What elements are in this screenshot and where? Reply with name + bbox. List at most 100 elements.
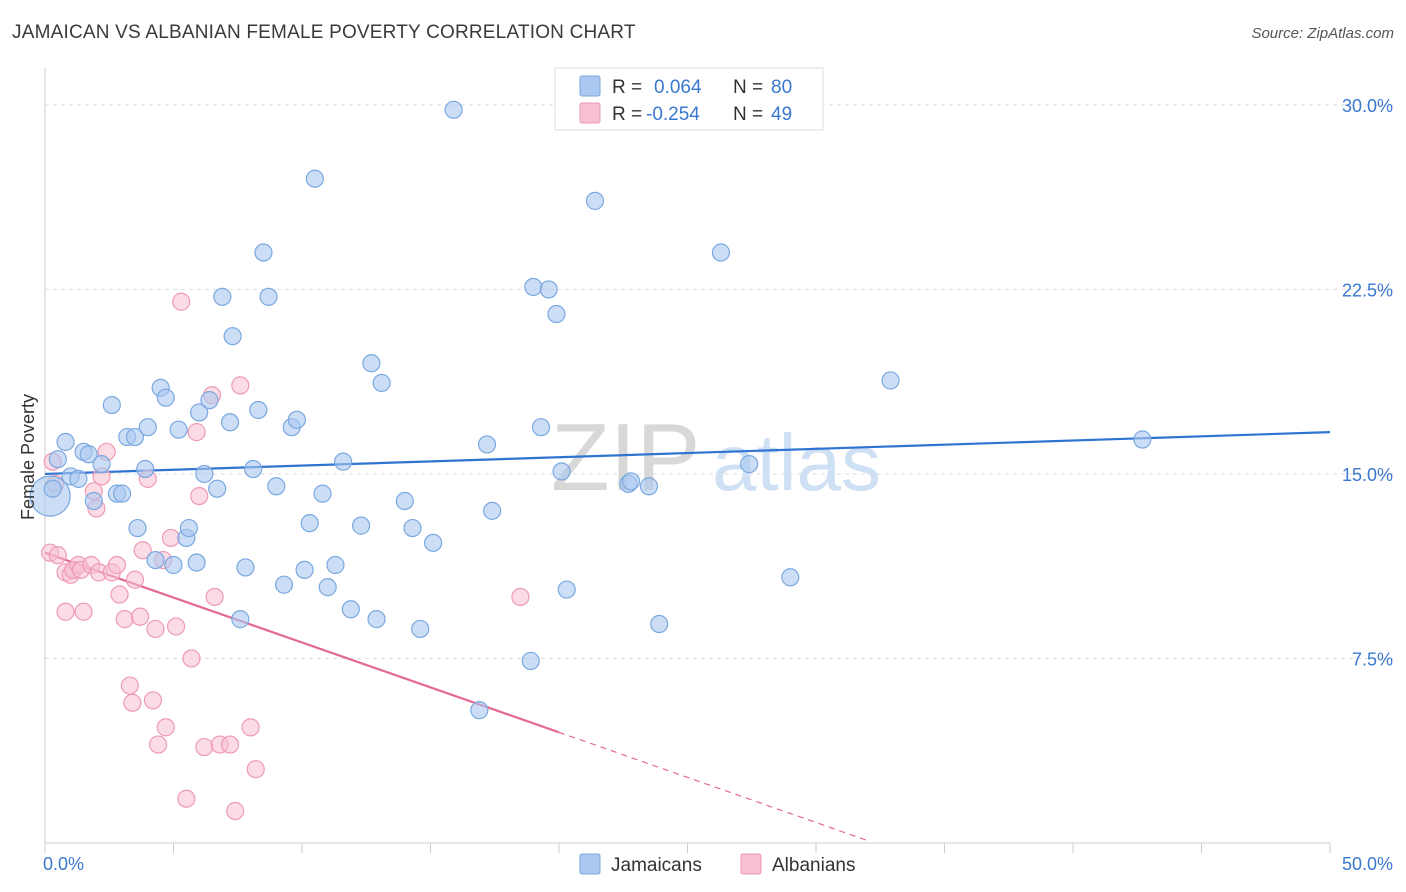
jamaican-point — [259, 287, 278, 306]
legend-n-label-1: N = — [733, 77, 763, 98]
jamaican-point — [146, 550, 165, 570]
jamaican-point — [521, 651, 540, 671]
jamaican-point — [156, 388, 175, 407]
albanian-trend-extension — [558, 731, 868, 842]
jamaican-point — [326, 555, 345, 575]
albanian-point — [156, 718, 175, 737]
albanian-point — [205, 587, 224, 607]
source-label: Source: ZipAtlas.com — [1251, 25, 1394, 42]
x-tick-label-min: 0.0% — [43, 854, 84, 874]
jamaican-point — [236, 558, 255, 577]
jamaican-point — [190, 403, 209, 422]
chart-title: JAMAICAN VS ALBANIAN FEMALE POVERTY CORR… — [12, 22, 636, 43]
jamaican-point — [84, 491, 103, 511]
jamaican-point — [711, 243, 731, 262]
jamaican-point — [334, 452, 353, 471]
legend-bottom-label-jamaicans: Jamaicans — [611, 855, 702, 876]
legend-n-value-2: 49 — [771, 104, 792, 125]
albanian-point — [166, 617, 186, 636]
albanian-point — [130, 607, 150, 626]
jamaican-point — [48, 450, 67, 469]
albanian-point — [115, 610, 134, 629]
jamaican-point — [552, 462, 571, 481]
albanian-point — [187, 423, 206, 442]
y-tick-label: 15.0% — [1342, 465, 1393, 485]
jamaican-point — [249, 400, 268, 420]
albanian-point — [56, 602, 75, 621]
jamaican-point — [213, 287, 232, 306]
jamaican-point — [287, 410, 306, 429]
jamaican-point — [69, 469, 88, 488]
y-tick-label: 7.5% — [1352, 649, 1393, 669]
albanian-point — [231, 376, 250, 395]
jamaican-point — [169, 420, 188, 439]
albanian-points — [41, 292, 530, 821]
jamaican-point — [136, 459, 155, 479]
jamaican-point — [267, 477, 286, 496]
jamaican-point — [179, 518, 199, 538]
jamaican-point — [200, 391, 219, 410]
tick-labels: 7.5% 15.0% 22.5% 30.0% 0.0% 50.0% — [43, 96, 1393, 874]
albanian-point — [190, 486, 209, 506]
jamaican-point — [423, 533, 443, 552]
jamaican-point — [881, 371, 900, 390]
jamaican-point — [295, 560, 314, 580]
albanian-point — [226, 801, 245, 821]
albanian-point — [48, 546, 67, 565]
albanian-point — [120, 676, 139, 695]
jamaican-point — [195, 464, 214, 484]
albanian-point — [133, 541, 152, 560]
jamaican-point — [650, 614, 669, 634]
jamaican-point — [352, 516, 371, 535]
jamaican-point — [102, 395, 121, 415]
albanian-point — [148, 735, 168, 754]
albanian-point — [123, 693, 142, 712]
jamaican-point — [477, 435, 497, 454]
albanian-point — [74, 602, 93, 621]
jamaican-point — [305, 169, 324, 188]
jamaican-point — [372, 373, 391, 393]
jamaican-point — [557, 580, 576, 599]
jamaican-point — [367, 610, 386, 629]
legend-swatch-albanians — [579, 102, 601, 124]
albanian-point — [172, 292, 191, 311]
jamaican-points — [29, 100, 1152, 720]
jamaican-point — [639, 477, 659, 496]
jamaican-point — [341, 600, 360, 619]
jamaican-point — [92, 455, 111, 474]
jamaican-point — [531, 418, 551, 437]
albanian-point — [143, 691, 163, 710]
jamaican-point — [254, 243, 273, 262]
albanian-point — [241, 718, 260, 737]
jamaican-point — [318, 578, 337, 597]
legend-swatch-jamaicans — [579, 75, 601, 97]
albanian-point — [220, 735, 240, 754]
legend-n-value-1: 80 — [771, 77, 792, 98]
albanian-point — [511, 587, 530, 607]
jamaican-point — [128, 518, 147, 538]
jamaican-point — [274, 575, 294, 594]
jamaican-point — [244, 459, 263, 479]
albanian-point — [246, 760, 265, 779]
jamaican-point — [403, 518, 422, 538]
jamaican-point — [56, 432, 75, 452]
y-axis-label: Female Poverty — [18, 394, 38, 520]
jamaican-point — [231, 610, 250, 629]
jamaican-point — [43, 479, 62, 498]
albanian-point — [182, 649, 201, 668]
jamaican-point — [539, 280, 558, 299]
jamaican-point — [208, 479, 227, 498]
legend-r-label-2: R = — [612, 104, 642, 125]
jamaican-point — [547, 304, 566, 324]
y-tick-label: 22.5% — [1342, 280, 1393, 300]
albanian-point — [161, 528, 181, 548]
jamaican-point — [362, 354, 381, 373]
jamaican-point — [470, 701, 489, 720]
jamaican-point — [585, 191, 605, 210]
legend-r-value-2: -0.254 — [646, 104, 700, 125]
axes — [44, 68, 1331, 853]
jamaican-point — [781, 568, 800, 587]
jamaican-point — [313, 484, 332, 503]
albanian-point — [125, 570, 145, 589]
